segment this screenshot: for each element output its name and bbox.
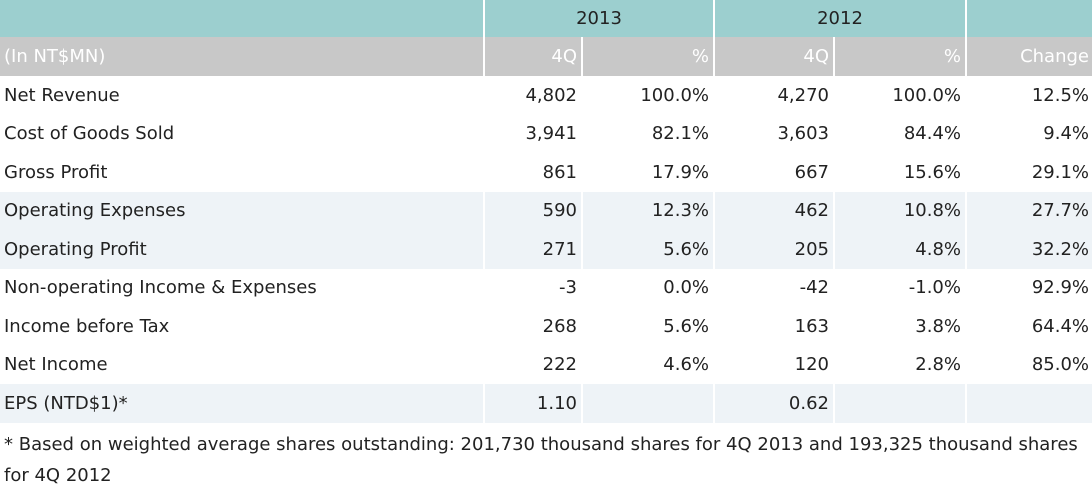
cell-change: 29.1%	[966, 153, 1092, 192]
cell-4q-2012: 0.62	[714, 384, 835, 423]
cell-4q-2013: 861	[484, 153, 583, 192]
year-2013-header: 2013	[484, 0, 715, 37]
year-header-row: 2013 2012	[0, 0, 1092, 37]
col-header-4q-2013: 4Q	[484, 37, 583, 76]
cell-4q-2012: 4,270	[714, 76, 835, 115]
cell-pct-2013: 5.6%	[582, 230, 715, 269]
row-label: Operating Expenses	[0, 191, 485, 230]
change-header-blank-cell	[966, 0, 1092, 37]
cell-pct-2012: 10.8%	[834, 191, 967, 230]
col-header-4q-2012: 4Q	[714, 37, 835, 76]
cell-change: 85.0%	[966, 345, 1092, 384]
cell-change: 9.4%	[966, 114, 1092, 153]
cell-4q-2013: 222	[484, 345, 583, 384]
table-row: Net Revenue 4,802 100.0% 4,270 100.0% 12…	[0, 76, 1092, 115]
cell-pct-2012: 2.8%	[834, 345, 967, 384]
unit-label: (In NT$MN)	[0, 37, 485, 76]
cell-pct-2013: 12.3%	[582, 191, 715, 230]
table-row: Operating Profit 271 5.6% 205 4.8% 32.2%	[0, 230, 1092, 269]
cell-4q-2012: 120	[714, 345, 835, 384]
cell-pct-2012: 84.4%	[834, 114, 967, 153]
cell-4q-2013: 3,941	[484, 114, 583, 153]
cell-4q-2012: 3,603	[714, 114, 835, 153]
cell-4q-2013: 590	[484, 191, 583, 230]
table-row: Cost of Goods Sold 3,941 82.1% 3,603 84.…	[0, 114, 1092, 153]
cell-change: 32.2%	[966, 230, 1092, 269]
column-header-row: (In NT$MN) 4Q % 4Q % Change	[0, 37, 1092, 76]
table-row: Income before Tax 268 5.6% 163 3.8% 64.4…	[0, 307, 1092, 346]
row-label: Non-operating Income & Expenses	[0, 268, 485, 307]
cell-4q-2012: -42	[714, 268, 835, 307]
cell-4q-2013: 4,802	[484, 76, 583, 115]
col-header-change: Change	[966, 37, 1092, 76]
table-row: Gross Profit 861 17.9% 667 15.6% 29.1%	[0, 153, 1092, 192]
header-blank-cell	[0, 0, 485, 37]
row-label: EPS (NTD$1)*	[0, 384, 485, 423]
cell-pct-2013	[582, 384, 715, 423]
cell-pct-2012: 100.0%	[834, 76, 967, 115]
footnote: * Based on weighted average shares outst…	[4, 433, 1078, 486]
cell-pct-2012	[834, 384, 967, 423]
row-label: Cost of Goods Sold	[0, 114, 485, 153]
cell-change	[966, 384, 1092, 423]
cell-4q-2013: 271	[484, 230, 583, 269]
cell-change: 12.5%	[966, 76, 1092, 115]
table-row: Operating Expenses 590 12.3% 462 10.8% 2…	[0, 191, 1092, 230]
cell-change: 64.4%	[966, 307, 1092, 346]
table-row: Net Income 222 4.6% 120 2.8% 85.0%	[0, 345, 1092, 384]
cell-pct-2013: 5.6%	[582, 307, 715, 346]
income-statement-table: 2013 2012 (In NT$MN) 4Q % 4Q % Change Ne…	[0, 0, 1092, 423]
row-label: Income before Tax	[0, 307, 485, 346]
col-header-pct-2013: %	[582, 37, 715, 76]
row-label: Operating Profit	[0, 230, 485, 269]
cell-pct-2013: 82.1%	[582, 114, 715, 153]
cell-pct-2013: 17.9%	[582, 153, 715, 192]
cell-4q-2012: 667	[714, 153, 835, 192]
cell-pct-2012: 15.6%	[834, 153, 967, 192]
cell-4q-2012: 205	[714, 230, 835, 269]
cell-pct-2013: 0.0%	[582, 268, 715, 307]
table-row: Non-operating Income & Expenses -3 0.0% …	[0, 268, 1092, 307]
cell-change: 92.9%	[966, 268, 1092, 307]
cell-pct-2013: 100.0%	[582, 76, 715, 115]
row-label: Net Income	[0, 345, 485, 384]
cell-4q-2012: 462	[714, 191, 835, 230]
cell-change: 27.7%	[966, 191, 1092, 230]
row-label: Net Revenue	[0, 76, 485, 115]
cell-4q-2013: 1.10	[484, 384, 583, 423]
cell-4q-2013: -3	[484, 268, 583, 307]
row-label: Gross Profit	[0, 153, 485, 192]
cell-4q-2013: 268	[484, 307, 583, 346]
cell-pct-2013: 4.6%	[582, 345, 715, 384]
col-header-pct-2012: %	[834, 37, 967, 76]
table-row: EPS (NTD$1)* 1.10 0.62	[0, 384, 1092, 423]
cell-pct-2012: 3.8%	[834, 307, 967, 346]
cell-pct-2012: -1.0%	[834, 268, 967, 307]
cell-pct-2012: 4.8%	[834, 230, 967, 269]
year-2012-header: 2012	[714, 0, 967, 37]
cell-4q-2012: 163	[714, 307, 835, 346]
